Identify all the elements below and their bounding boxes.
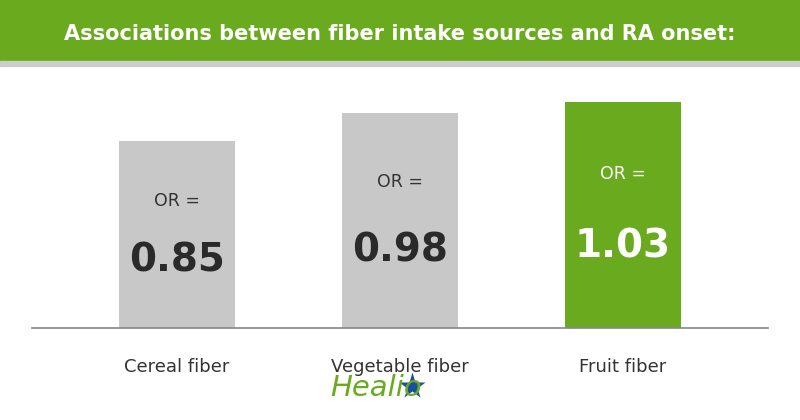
Text: Fruit fiber: Fruit fiber [579,358,666,376]
Text: Associations between fiber intake sources and RA onset:: Associations between fiber intake source… [64,24,736,45]
Text: Healio: Healio [330,375,422,402]
Text: Vegetable fiber: Vegetable fiber [331,358,469,376]
Text: 1.03: 1.03 [575,227,671,265]
Bar [565,102,681,328]
Text: OR =: OR = [377,173,423,191]
Bar [342,113,458,328]
Bar [119,142,235,328]
Text: Cereal fiber: Cereal fiber [124,358,230,376]
Text: OR =: OR = [154,192,200,210]
Text: 0.85: 0.85 [129,241,225,280]
Text: 0.98: 0.98 [352,231,448,269]
Text: OR =: OR = [600,165,646,183]
